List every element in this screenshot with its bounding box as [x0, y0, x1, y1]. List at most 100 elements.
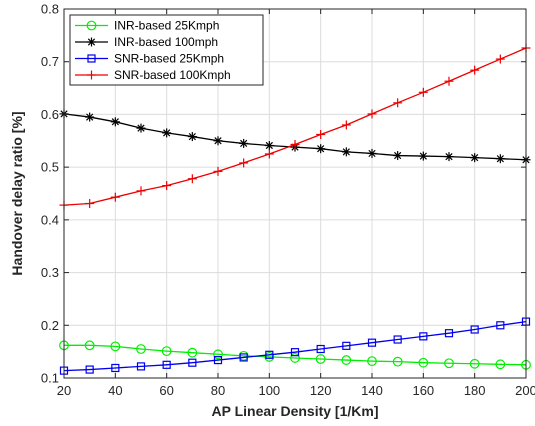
y-tick-label: 0.3	[41, 265, 59, 280]
series-line	[64, 344, 527, 366]
data-point	[470, 325, 479, 334]
asterisk-stroke	[87, 38, 96, 46]
legend-entry: INR-based 25Kmph	[75, 19, 219, 33]
x-tick-label: 60	[159, 383, 173, 398]
data-point	[85, 199, 95, 209]
x-tick-label: 40	[108, 383, 122, 398]
asterisk-stroke	[445, 152, 453, 161]
data-point	[239, 138, 249, 148]
data-point	[418, 87, 428, 97]
data-point	[341, 147, 351, 157]
x-axis-title: AP Linear Density [1/Km]	[211, 403, 378, 419]
data-point	[111, 363, 120, 373]
data-point	[495, 359, 506, 370]
asterisk-stroke	[240, 139, 248, 148]
data-point	[367, 148, 377, 158]
data-point	[136, 344, 146, 354]
x-tick-label: 80	[211, 383, 225, 398]
data-point	[187, 132, 197, 142]
series-layer	[59, 43, 531, 375]
data-point	[136, 123, 146, 133]
series-line	[63, 320, 527, 372]
data-point	[162, 181, 172, 191]
data-point	[162, 128, 172, 138]
data-point	[393, 98, 403, 108]
data-point	[110, 192, 120, 202]
data-point	[367, 338, 377, 347]
data-point	[264, 149, 274, 159]
y-tick-label: 0.6	[41, 107, 59, 122]
data-point	[393, 335, 402, 344]
asterisk-stroke	[137, 124, 145, 132]
series-square	[59, 317, 531, 375]
data-point	[110, 341, 121, 352]
data-point	[213, 166, 223, 176]
legend-entry: SNR-based 25Kmph	[75, 52, 224, 66]
series-line	[63, 113, 527, 161]
data-point	[239, 158, 249, 168]
data-point	[444, 329, 454, 338]
x-tick-label: 20	[57, 383, 71, 398]
y-tick-label: 0.8	[41, 2, 59, 17]
data-point	[316, 129, 326, 139]
axis-ticks: 20 40 60 80 100 120 140 160 180 200 0.1 0.2 0.3 0.4 0.…	[41, 2, 535, 399]
data-point	[469, 358, 480, 369]
asterisk-stroke	[419, 152, 427, 160]
data-point	[290, 139, 300, 149]
data-point	[367, 356, 377, 367]
data-point	[264, 141, 274, 151]
data-point	[290, 348, 300, 357]
legend-label: INR-based 100mph	[114, 35, 218, 49]
legend-box	[69, 14, 264, 86]
asterisk-stroke	[188, 132, 196, 141]
data-point	[470, 65, 480, 75]
asterisk-stroke	[368, 149, 376, 158]
legend: INR-based 25Kmph INR-based 100mph SNR-base…	[69, 14, 264, 86]
data-point	[264, 352, 275, 362]
data-point	[187, 347, 198, 358]
plot-frame	[63, 8, 527, 379]
legend-entry: INR-based 100mph	[75, 35, 218, 49]
asterisk-stroke	[317, 145, 325, 153]
asterisk-stroke	[342, 148, 350, 156]
data-point	[444, 358, 454, 369]
x-tick-label: 200	[515, 383, 535, 398]
y-tick-label: 0.5	[41, 160, 59, 175]
data-point	[495, 154, 505, 164]
legend-label: INR-based 25Kmph	[114, 19, 219, 33]
data-point	[161, 346, 172, 357]
data-point	[136, 362, 146, 371]
data-point	[393, 151, 403, 161]
data-point	[110, 117, 120, 127]
asterisk-stroke	[214, 137, 222, 145]
asterisk-stroke	[394, 151, 402, 160]
legend-entry: SNR-based 100Kmph	[75, 68, 231, 82]
data-point	[418, 357, 429, 368]
legend-marker	[87, 70, 96, 80]
asterisk-stroke	[111, 118, 119, 126]
data-point	[470, 153, 480, 163]
y-tick-label: 0.4	[41, 212, 59, 227]
data-point	[418, 151, 428, 161]
y-tick-label: 0.7	[41, 54, 59, 69]
asterisk-stroke	[86, 113, 94, 121]
series-asterisk	[59, 109, 531, 165]
asterisk-stroke	[496, 155, 504, 163]
legend-marker	[87, 37, 96, 47]
data-point	[238, 350, 249, 361]
data-point	[316, 144, 326, 154]
asterisk-stroke	[163, 129, 171, 137]
data-point	[315, 354, 326, 364]
data-point	[495, 54, 505, 64]
legend-label: SNR-based 100Kmph	[114, 68, 231, 82]
data-point	[85, 112, 95, 122]
data-point	[162, 360, 171, 369]
y-axis-title: Handover delay ratio [%]	[9, 111, 25, 275]
data-point	[342, 341, 351, 350]
data-point	[496, 321, 505, 330]
data-point	[290, 353, 300, 363]
data-point	[188, 358, 197, 367]
asterisk-stroke	[471, 154, 479, 162]
data-point	[444, 76, 454, 86]
